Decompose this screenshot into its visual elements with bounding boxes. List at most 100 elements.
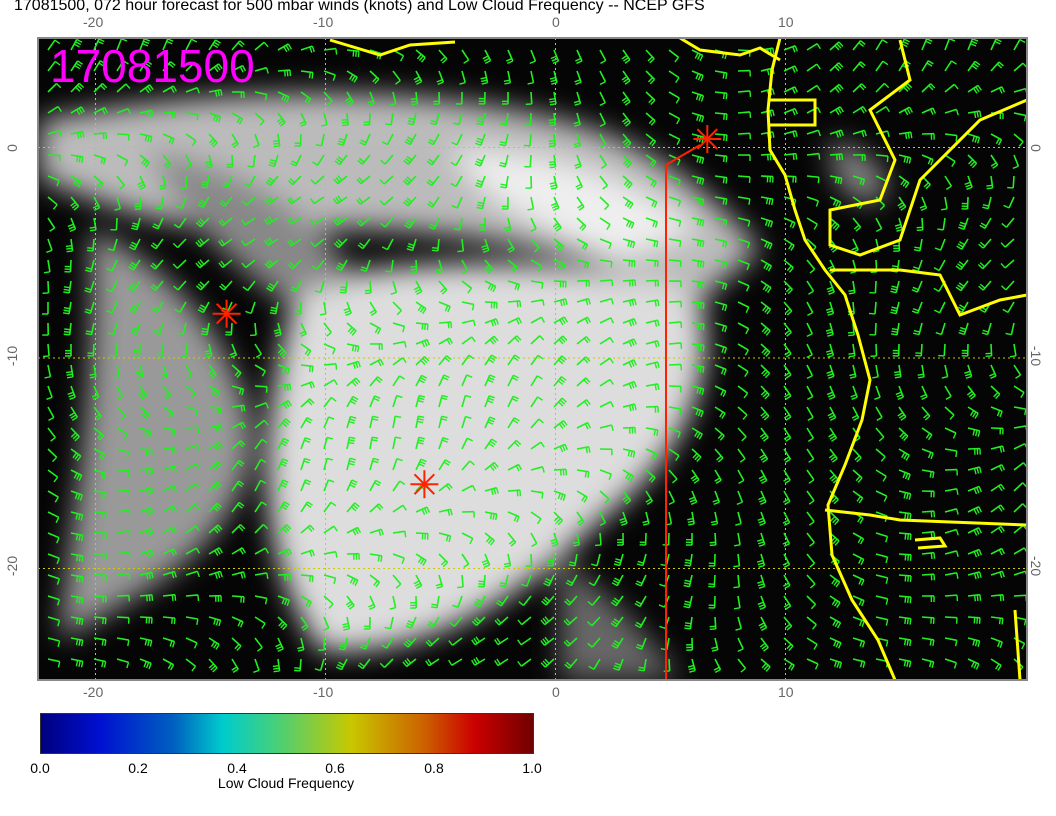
wind-barb-feather	[75, 639, 79, 646]
wind-barb-feather	[1001, 285, 1007, 291]
wind-barb	[591, 616, 601, 627]
wind-barb-feather	[831, 476, 837, 482]
wind-barb-feather	[268, 196, 274, 202]
wind-barb	[714, 91, 728, 95]
wind-barb-feather	[638, 669, 645, 672]
wind-barb-feather	[304, 457, 311, 462]
wind-barb-feather	[84, 289, 91, 294]
wind-barb-feather	[311, 549, 315, 557]
wind-barb-feather	[934, 309, 941, 314]
wind-barb-feather	[927, 452, 932, 459]
wind-barb-feather	[971, 162, 978, 169]
wind-barb	[939, 238, 946, 251]
wind-barb-feather	[548, 121, 556, 124]
wind-barb-feather	[413, 580, 420, 585]
wind-barb-feather	[968, 159, 974, 165]
wind-barb	[185, 426, 199, 429]
wind-barb-feather	[913, 329, 920, 333]
wind-barb-feather	[909, 533, 912, 541]
wind-barb-feather	[152, 225, 159, 230]
wind-barb-feather	[436, 585, 443, 589]
wind-barb-feather	[357, 361, 361, 368]
wind-barb-feather	[517, 619, 523, 626]
wind-barb-feather	[499, 164, 506, 168]
wind-barb-feather	[101, 660, 104, 668]
wind-barb	[944, 488, 957, 492]
wind-barb-feather	[735, 627, 742, 631]
wind-barb-feather	[758, 585, 765, 589]
wind-barb-feather	[710, 520, 718, 524]
wind-barb-feather	[75, 155, 79, 163]
wind-barb-feather	[736, 501, 743, 506]
wind-barb-feather	[973, 62, 979, 68]
wind-barb	[982, 259, 992, 270]
wind-barb-feather	[445, 459, 451, 464]
wind-barb	[277, 383, 290, 387]
wind-barb	[70, 574, 83, 578]
wind-barb-feather	[500, 183, 507, 186]
wind-barb-feather	[213, 642, 218, 649]
wind-barb-feather	[564, 600, 570, 606]
wind-barb	[277, 437, 285, 450]
wind-barb-feather	[261, 501, 268, 506]
wind-barb-feather	[763, 262, 768, 269]
wind-barb-feather	[627, 474, 632, 481]
wind-barb	[990, 637, 1003, 643]
wind-barb	[116, 637, 129, 641]
wind-barb	[622, 279, 636, 282]
wind-barb	[783, 107, 796, 114]
wind-barb	[668, 342, 682, 345]
wind-barb	[300, 45, 313, 51]
wind-barb-feather	[76, 473, 80, 480]
wind-barb-feather	[290, 288, 297, 293]
wind-barb-feather	[998, 618, 1001, 625]
wind-barb-feather	[148, 550, 152, 557]
wind-barb-feather	[857, 537, 862, 544]
wind-barb-feather	[54, 60, 61, 66]
wind-barb-feather	[587, 600, 593, 606]
wind-barb-feather	[761, 479, 768, 485]
wind-barb	[254, 343, 263, 355]
wind-barb-feather	[833, 660, 838, 667]
wind-barb-feather	[555, 242, 560, 249]
wind-barb-feather	[240, 405, 243, 412]
wind-barb-feather	[599, 102, 606, 107]
wind-barb-feather	[1009, 355, 1017, 358]
lon-tick-bottom: 10	[778, 684, 794, 700]
wind-barb	[47, 259, 51, 272]
wind-barb-feather	[337, 156, 344, 161]
wind-barb	[226, 301, 233, 314]
wind-barb	[806, 427, 815, 439]
wind-barb-feather	[450, 182, 457, 188]
wind-barb-feather	[338, 140, 345, 144]
wind-barb	[507, 259, 518, 269]
wind-barb-feather	[337, 663, 344, 668]
wind-barb-feather	[599, 81, 606, 86]
wind-barb-feather	[268, 259, 274, 265]
wind-barb-feather	[794, 86, 799, 93]
wind-barb-feather	[103, 661, 107, 668]
wind-barb	[576, 356, 587, 366]
wind-barb-feather	[613, 618, 620, 623]
wind-barb	[93, 364, 97, 377]
wind-barb	[737, 385, 749, 394]
wind-barb-feather	[550, 186, 558, 190]
wind-barb-feather	[838, 662, 843, 669]
wind-barb-feather	[872, 249, 879, 253]
wind-barb	[386, 133, 394, 146]
wind-barb-feather	[132, 326, 139, 331]
wind-barb-feather	[560, 337, 566, 343]
wind-barb-feather	[966, 390, 973, 396]
wind-barb-feather	[136, 373, 143, 377]
wind-barb-feather	[282, 479, 289, 484]
wind-barb-feather	[241, 200, 247, 206]
wind-barb-feather	[999, 571, 1003, 579]
wind-barb-feather	[375, 378, 382, 384]
wind-barb-feather	[513, 515, 518, 522]
wind-barb	[453, 616, 463, 627]
wind-barb-feather	[652, 220, 656, 227]
wind-barb-feather	[544, 596, 551, 602]
wind-barb-feather	[473, 658, 478, 665]
wind-barb	[254, 572, 267, 576]
wind-barb-feather	[688, 496, 695, 501]
